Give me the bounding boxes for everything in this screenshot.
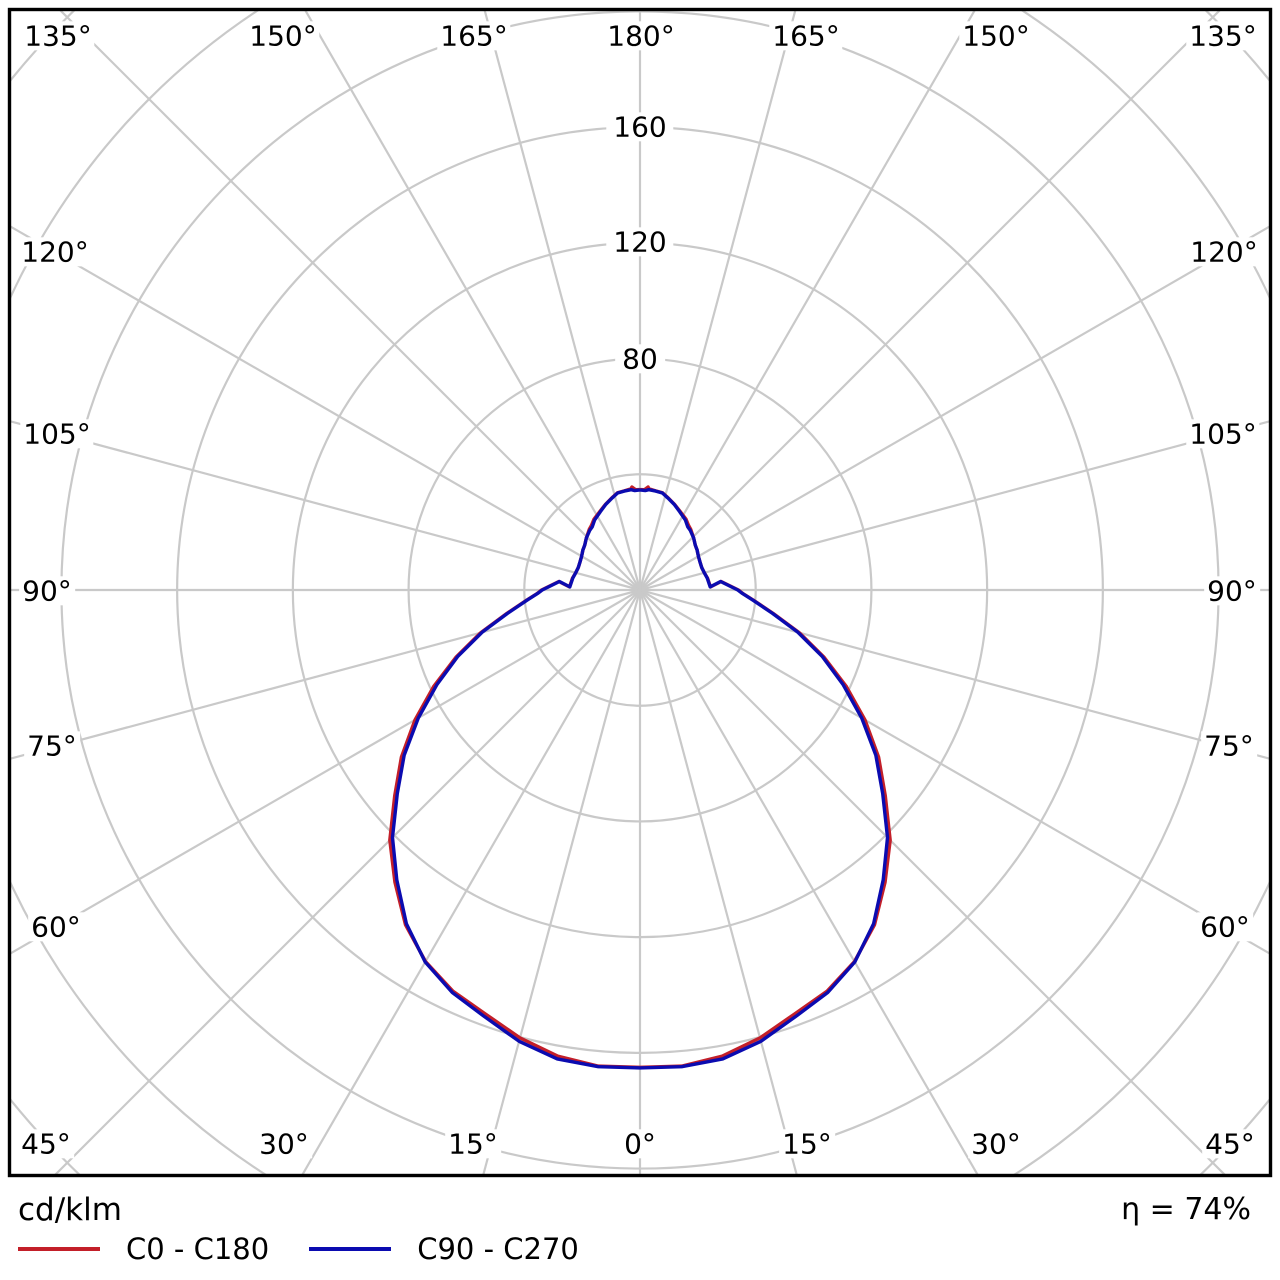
legend-item-c0: C0 - C180 <box>18 1232 309 1266</box>
angle-tick-label: 180° <box>604 21 678 51</box>
legend-item-c90: C90 - C270 <box>309 1232 619 1266</box>
angle-tick-label: 75° <box>24 731 80 761</box>
legend-label-c90: C90 - C270 <box>417 1232 579 1266</box>
angle-tick-label: 135° <box>1186 21 1260 51</box>
angle-tick-label: 150° <box>959 21 1033 51</box>
efficiency-value: η = 74% <box>1121 1192 1251 1227</box>
units-label: cd/klm <box>18 1192 122 1228</box>
angle-tick-label: 150° <box>246 21 320 51</box>
angle-tick-label: 15° <box>445 1129 501 1159</box>
angle-tick-label: 90° <box>19 576 75 606</box>
angle-tick-label: 15° <box>779 1129 835 1159</box>
c0-line-swatch <box>18 1247 100 1251</box>
angle-tick-label: 60° <box>28 912 84 942</box>
legend: C0 - C180 C90 - C270 <box>18 1232 619 1266</box>
angle-tick-label: 105° <box>20 419 94 449</box>
angle-tick-label: 0° <box>621 1129 659 1159</box>
radial-tick-label: 80 <box>615 344 665 374</box>
c90-line-swatch <box>309 1247 392 1251</box>
radial-tick-label: 160 <box>606 112 674 142</box>
angle-tick-label: 165° <box>437 21 511 51</box>
angle-tick-label: 75° <box>1201 731 1257 761</box>
angle-tick-label: 105° <box>1186 419 1260 449</box>
angle-tick-label: 120° <box>18 237 92 267</box>
legend-label-c0: C0 - C180 <box>126 1232 270 1266</box>
angle-tick-label: 30° <box>256 1129 312 1159</box>
angle-tick-label: 120° <box>1187 237 1261 267</box>
angle-tick-label: 60° <box>1197 912 1253 942</box>
angle-tick-label: 45° <box>18 1129 74 1159</box>
angle-tick-label: 45° <box>1202 1129 1258 1159</box>
angle-tick-label: 165° <box>769 21 843 51</box>
angle-tick-label: 135° <box>21 21 95 51</box>
angle-tick-label: 90° <box>1204 576 1260 606</box>
angle-tick-label: 30° <box>968 1129 1024 1159</box>
radial-tick-label: 120 <box>606 227 674 257</box>
